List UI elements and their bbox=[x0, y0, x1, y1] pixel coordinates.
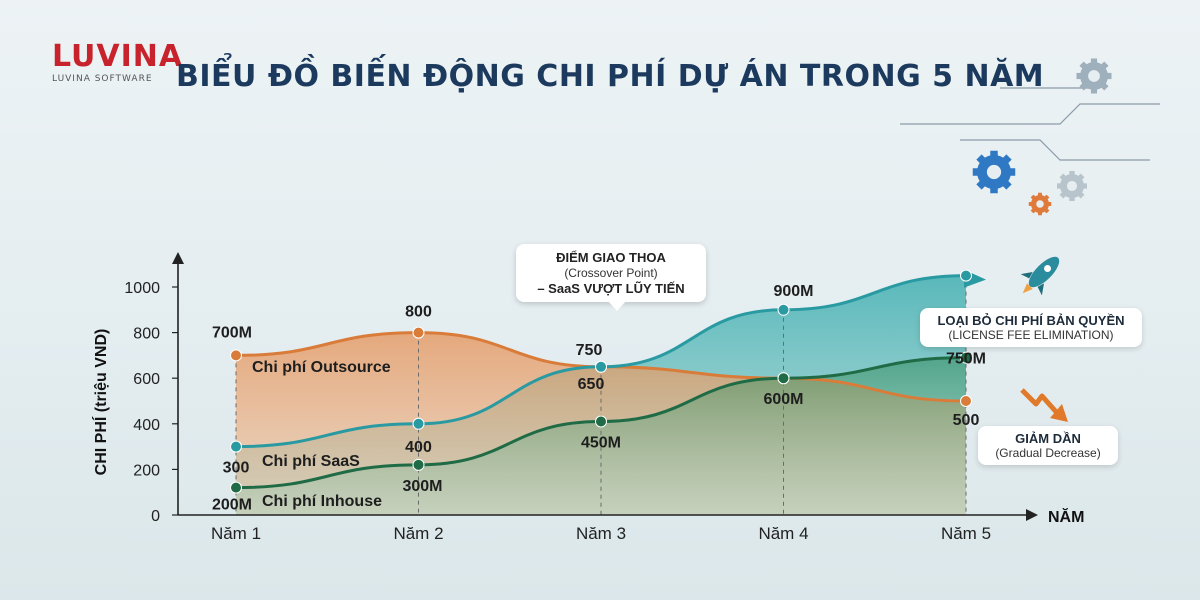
inhouse-series-label: Chi phí Inhouse bbox=[262, 493, 382, 510]
gear-icon bbox=[972, 150, 1016, 194]
saas-point bbox=[230, 440, 242, 453]
license-note-title: LOẠI BỎ CHI PHÍ BẢN QUYỀN bbox=[937, 313, 1125, 328]
outsource-data-label: 700M bbox=[212, 324, 252, 341]
outsource-point bbox=[412, 326, 425, 339]
inhouse-point bbox=[595, 415, 607, 428]
callout-title: ĐIỂM GIAO THOA bbox=[556, 250, 666, 265]
outsource-data-label: 800 bbox=[405, 304, 432, 321]
y-tick-label: 1000 bbox=[124, 280, 160, 297]
down-arrow-head bbox=[1050, 404, 1068, 422]
saas-data-label: 750 bbox=[576, 342, 603, 359]
x-tick-label: Năm 4 bbox=[758, 524, 808, 543]
license-note: LOẠI BỎ CHI PHÍ BẢN QUYỀN (LICENSE FEE E… bbox=[920, 308, 1142, 347]
saas-point bbox=[412, 417, 425, 430]
inhouse-data-label: 450M bbox=[581, 435, 621, 452]
inhouse-area bbox=[236, 357, 966, 515]
outsource-point bbox=[230, 349, 242, 362]
inhouse-point bbox=[230, 481, 242, 494]
gear-icon bbox=[1076, 58, 1112, 94]
saas-point bbox=[777, 303, 790, 316]
inhouse-data-label: 600M bbox=[763, 391, 803, 408]
page-title: BIỂU ĐỒ BIẾN ĐỘNG CHI PHÍ DỰ ÁN TRONG 5 … bbox=[176, 59, 1045, 94]
circuit-line bbox=[960, 139, 1150, 161]
gear-icon bbox=[1057, 171, 1087, 201]
x-tick-label: Năm 1 bbox=[211, 524, 261, 543]
brand-subtitle: LUVINA SOFTWARE bbox=[52, 74, 153, 84]
circuit-line bbox=[900, 103, 1160, 125]
x-tick-label: Năm 5 bbox=[941, 524, 991, 543]
brand-name: LUVINA bbox=[52, 39, 184, 74]
gear-icon bbox=[1028, 192, 1052, 216]
inhouse-data-label: 200M bbox=[212, 497, 252, 514]
inhouse-point bbox=[412, 458, 425, 471]
x-tick-label: Năm 3 bbox=[576, 524, 626, 543]
outsource-data-label: 650 bbox=[578, 376, 605, 393]
outsource-series-label: Chi phí Outsource bbox=[252, 359, 391, 376]
y-tick-label: 400 bbox=[133, 417, 160, 434]
inhouse-data-label: 750M bbox=[946, 351, 986, 368]
y-tick-label: 600 bbox=[133, 371, 160, 388]
license-note-sub: (LICENSE FEE ELIMINATION) bbox=[948, 328, 1114, 342]
decrease-note-sub: (Gradual Decrease) bbox=[995, 446, 1101, 460]
y-axis-title: CHI PHÍ (triệu VND) bbox=[91, 329, 110, 476]
y-axis-arrow bbox=[172, 252, 184, 264]
x-axis-title: NĂM bbox=[1048, 507, 1084, 526]
inhouse-data-label: 300M bbox=[402, 478, 442, 495]
saas-data-label: 300 bbox=[223, 460, 250, 477]
x-axis-arrow bbox=[1026, 509, 1038, 521]
inhouse-point bbox=[777, 372, 790, 385]
saas-series-label: Chi phí SaaS bbox=[262, 453, 360, 470]
callout-subtitle: (Crossover Point) bbox=[564, 266, 658, 280]
down-arrow-icon bbox=[1020, 388, 1060, 416]
crossover-callout: ĐIỂM GIAO THOA (Crossover Point) – SaaS … bbox=[516, 244, 706, 311]
saas-data-label: 400 bbox=[405, 439, 432, 456]
y-tick-label: 800 bbox=[133, 326, 160, 343]
outsource-data-label: 500 bbox=[953, 412, 980, 429]
y-tick-label: 0 bbox=[151, 508, 160, 525]
y-tick-label: 200 bbox=[133, 462, 160, 479]
rocket-icon bbox=[1020, 256, 1060, 296]
outsource-point bbox=[960, 395, 972, 407]
x-tick-label: Năm 2 bbox=[393, 524, 443, 543]
decrease-note: GIẢM DẦN (Gradual Decrease) bbox=[978, 426, 1118, 465]
saas-data-label: 900M bbox=[773, 283, 813, 300]
inhouse-point bbox=[960, 351, 972, 364]
callout-note: – SaaS VƯỢT LŨY TIẾN bbox=[537, 281, 685, 296]
decrease-note-title: GIẢM DẦN bbox=[1015, 431, 1081, 446]
brand-logo: LUVINA LUVINA SOFTWARE bbox=[52, 39, 184, 84]
saas-point bbox=[960, 269, 972, 282]
saas-point bbox=[595, 360, 607, 373]
